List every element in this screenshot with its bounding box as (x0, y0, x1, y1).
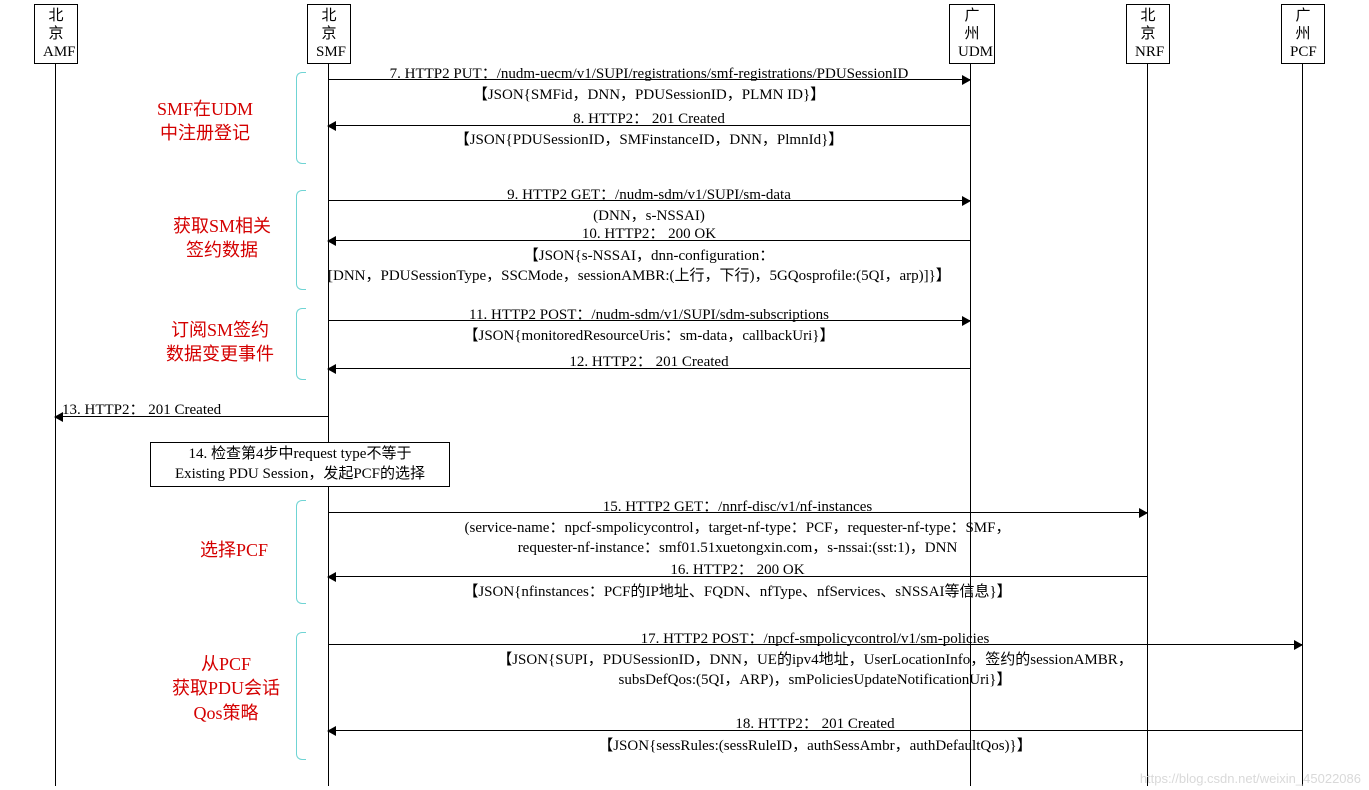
sequence-diagram: 北京AMF 北京SMF 广州UDM 北京NRF 广州PCF SMF在UDM中注册登记获取S… (0, 0, 1369, 790)
participant-pcf: 广州PCF (1281, 4, 1325, 64)
message-detail: subsDefQos:(5QI，ARP)，smPoliciesUpdateNot… (328, 668, 1302, 689)
section-note: 从PCF获取PDU会话Qos策略 (172, 652, 280, 725)
message-label: 11. HTTP2 POST：/nudm-sdm/v1/SUPI/sdm-sub… (328, 303, 970, 324)
message-label: 12. HTTP2： 201 Created (328, 350, 970, 371)
brace (296, 308, 306, 380)
brace (296, 500, 306, 604)
participant-nrf: 北京NRF (1126, 4, 1170, 64)
message-label: 17. HTTP2 POST：/npcf-smpolicycontrol/v1/… (328, 627, 1302, 648)
section-note: 选择PCF (200, 538, 268, 562)
message-label: 18. HTTP2： 201 Created (328, 712, 1302, 733)
message-detail: (service-name：npcf-smpolicycontrol，targe… (328, 516, 1147, 537)
section-note: 订阅SM签约数据变更事件 (166, 318, 274, 367)
participant-smf: 北京SMF (307, 4, 351, 64)
message-detail: 【JSON{nfinstances：PCF的IP地址、FQDN、nfType、n… (328, 580, 1147, 601)
message-label: 15. HTTP2 GET：/nnrf-disc/v1/nf-instances (328, 495, 1147, 516)
message-label: 8. HTTP2： 201 Created (328, 107, 970, 128)
watermark-text: https://blog.csdn.net/weixin_45022086 (1140, 771, 1361, 786)
brace (296, 190, 306, 290)
message-detail: 【JSON{SMFid，DNN，PDUSessionID，PLMN ID}】 (328, 83, 970, 104)
message-detail: requester-nf-instance：smf01.51xuetongxin… (328, 536, 1147, 557)
message-label: 9. HTTP2 GET：/nudm-sdm/v1/SUPI/sm-data (328, 183, 970, 204)
lifeline-pcf (1302, 44, 1303, 786)
message-detail: 【JSON{monitoredResourceUris：sm-data，call… (328, 324, 970, 345)
message-label: 7. HTTP2 PUT：/nudm-uecm/v1/SUPI/registra… (328, 62, 970, 83)
brace (296, 72, 306, 164)
message-detail: 【JSON{SUPI，PDUSessionID，DNN，UE的ipv4地址，Us… (328, 648, 1302, 669)
message-detail: [DNN，PDUSessionType，SSCMode，sessionAMBR:… (328, 264, 951, 285)
section-note: SMF在UDM中注册登记 (157, 97, 253, 146)
message-detail: 【JSON{sessRules:(sessRuleID，authSessAmbr… (328, 734, 1302, 755)
message-label: 13. HTTP2： 201 Created (62, 398, 221, 419)
brace (296, 632, 306, 760)
message-label: 16. HTTP2： 200 OK (328, 558, 1147, 579)
participant-amf: 北京AMF (34, 4, 78, 64)
message-label: 10. HTTP2： 200 OK (328, 222, 970, 243)
message-detail: 【JSON{PDUSessionID，SMFinstanceID，DNN，Plm… (328, 128, 970, 149)
section-note: 获取SM相关签约数据 (173, 214, 271, 263)
note-box-14: 14. 检查第4步中request type不等于Existing PDU Se… (150, 442, 450, 487)
message-detail: 【JSON{s-NSSAI，dnn-configuration： (328, 244, 970, 265)
participant-udm: 广州UDM (949, 4, 995, 64)
